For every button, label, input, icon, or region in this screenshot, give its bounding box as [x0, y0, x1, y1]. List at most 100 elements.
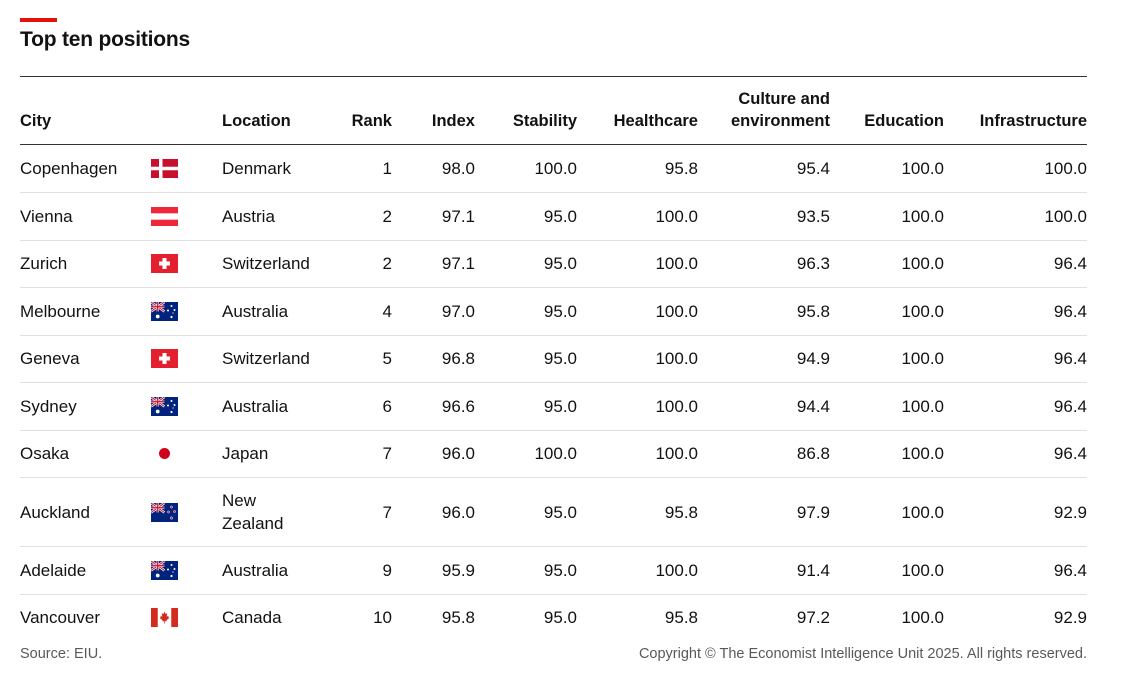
- table-row: Auckland New Zealand 7 96.0 95.0 95.8 97.9 100.0…: [0, 478, 1132, 547]
- rank-cell: 5: [382, 349, 392, 369]
- australia-flag-icon: [150, 395, 178, 416]
- location-cell: Switzerland: [222, 349, 310, 369]
- city-cell: Zurich: [20, 254, 68, 274]
- healthcare-cell: 100.0: [655, 396, 698, 416]
- education-cell: 100.0: [901, 608, 944, 628]
- new-zealand-flag-icon: [150, 501, 178, 522]
- copyright-note: Copyright © The Economist Intelligence U…: [638, 646, 1087, 662]
- infrastructure-cell: 92.9: [1053, 608, 1087, 628]
- education-cell: 100.0: [901, 206, 944, 226]
- header-rule: [20, 144, 1087, 145]
- stability-cell: 95.0: [543, 206, 577, 226]
- rank-cell: 6: [382, 396, 392, 416]
- education-cell: 100.0: [901, 396, 944, 416]
- index-cell: 97.1: [441, 206, 475, 226]
- healthcare-cell: 100.0: [655, 254, 698, 274]
- table-row: Melbourne Australia 4 97.0 95.0 100.0 95.8 100.…: [0, 288, 1132, 336]
- city-cell: Copenhagen: [20, 159, 118, 179]
- education-cell: 100.0: [901, 349, 944, 369]
- index-cell: 96.6: [441, 396, 475, 416]
- row-divider: [20, 239, 1087, 241]
- infrastructure-cell: 92.9: [1053, 502, 1087, 522]
- header-education: Education: [864, 112, 944, 130]
- stability-cell: 95.0: [543, 254, 577, 274]
- index-cell: 98.0: [441, 159, 475, 179]
- row-divider: [20, 593, 1087, 595]
- healthcare-cell: 100.0: [655, 560, 698, 580]
- table-row: Vancouver Canada 10 95.8 95.0 95.8 97.2 100.0 92…: [0, 594, 1132, 642]
- header-healthcare: Healthcare: [613, 112, 698, 130]
- healthcare-cell: 95.8: [664, 159, 698, 179]
- canada-flag-icon: [151, 608, 178, 628]
- stability-cell: 95.0: [543, 301, 577, 321]
- chart-title: Top ten positions: [20, 28, 191, 51]
- location-cell: Canada: [222, 608, 282, 628]
- row-divider: [20, 287, 1087, 288]
- rank-cell: 10: [373, 608, 392, 628]
- city-cell: Sydney: [20, 396, 77, 416]
- header-city: City: [20, 112, 52, 130]
- top-rule: [20, 76, 1087, 77]
- location-cell: Switzerland: [222, 254, 310, 274]
- city-cell: Geneva: [20, 349, 80, 369]
- education-cell: 100.0: [901, 502, 944, 522]
- healthcare-cell: 95.8: [664, 502, 698, 522]
- infrastructure-cell: 100.0: [1044, 206, 1087, 226]
- city-cell: Adelaide: [20, 560, 87, 580]
- healthcare-cell: 95.8: [664, 608, 698, 628]
- city-cell: Auckland: [20, 502, 90, 522]
- stability-cell: 100.0: [534, 444, 577, 464]
- stability-cell: 95.0: [543, 560, 577, 580]
- culture-cell: 96.3: [796, 254, 830, 274]
- row-divider: [20, 334, 1087, 336]
- location-cell-line: New: [222, 491, 257, 510]
- header-rank: Rank: [351, 112, 392, 130]
- infrastructure-cell: 96.4: [1053, 444, 1087, 464]
- culture-cell: 91.4: [796, 560, 830, 580]
- healthcare-cell: 100.0: [655, 349, 698, 369]
- infrastructure-cell: 96.4: [1053, 349, 1087, 369]
- stability-cell: 100.0: [534, 159, 577, 179]
- header-infrastructure: Infrastructure: [979, 112, 1087, 130]
- infrastructure-cell: 96.4: [1053, 301, 1087, 321]
- table-row: Osaka Japan 7 96.0 100.0 100.0 86.8 100.0 96.4: [0, 430, 1132, 478]
- index-cell: 95.9: [441, 560, 475, 580]
- city-cell: Vienna: [20, 206, 73, 226]
- location-cell-line: Zealand: [222, 514, 284, 533]
- infrastructure-cell: 100.0: [1044, 159, 1087, 179]
- header-culture-line1: Culture and: [738, 90, 830, 108]
- city-cell: Vancouver: [20, 608, 101, 628]
- index-cell: 96.8: [441, 349, 475, 369]
- healthcare-cell: 100.0: [655, 301, 698, 321]
- australia-flag-icon: [150, 300, 178, 321]
- rank-cell: 7: [382, 502, 392, 522]
- index-cell: 97.1: [441, 254, 475, 274]
- stability-cell: 95.0: [543, 502, 577, 522]
- austria-flag-icon: [151, 206, 178, 226]
- infrastructure-cell: 96.4: [1053, 560, 1087, 580]
- city-cell: Melbourne: [20, 301, 101, 321]
- index-cell: 97.0: [441, 301, 475, 321]
- header-index: Index: [431, 112, 475, 130]
- culture-cell: 95.4: [796, 159, 830, 179]
- healthcare-cell: 100.0: [655, 444, 698, 464]
- culture-cell: 94.9: [796, 349, 830, 369]
- switzerland-flag-icon: [151, 349, 178, 369]
- infrastructure-cell: 96.4: [1053, 396, 1087, 416]
- japan-flag-icon: [151, 444, 178, 464]
- stability-cell: 95.0: [543, 608, 577, 628]
- infrastructure-cell: 96.4: [1053, 254, 1087, 274]
- denmark-flag-icon: [151, 159, 178, 179]
- table-row: Vienna Austria 2 97.1 95.0 100.0 93.5 100.0 100.…: [0, 193, 1132, 241]
- education-cell: 100.0: [901, 254, 944, 274]
- culture-cell: 95.8: [796, 301, 830, 321]
- education-cell: 100.0: [901, 444, 944, 464]
- education-cell: 100.0: [901, 159, 944, 179]
- table-row: Copenhagen Denmark 1 98.0 100.0 95.8 95.4 100.0…: [0, 145, 1132, 193]
- switzerland-flag-icon: [151, 254, 178, 274]
- rank-cell: 2: [382, 206, 392, 226]
- location-cell: Australia: [222, 396, 289, 416]
- location-cell: Australia: [222, 560, 289, 580]
- table-row: Geneva Switzerland 5 96.8 95.0 100.0 94.9 100.0…: [0, 335, 1132, 383]
- australia-flag-icon: [150, 559, 178, 580]
